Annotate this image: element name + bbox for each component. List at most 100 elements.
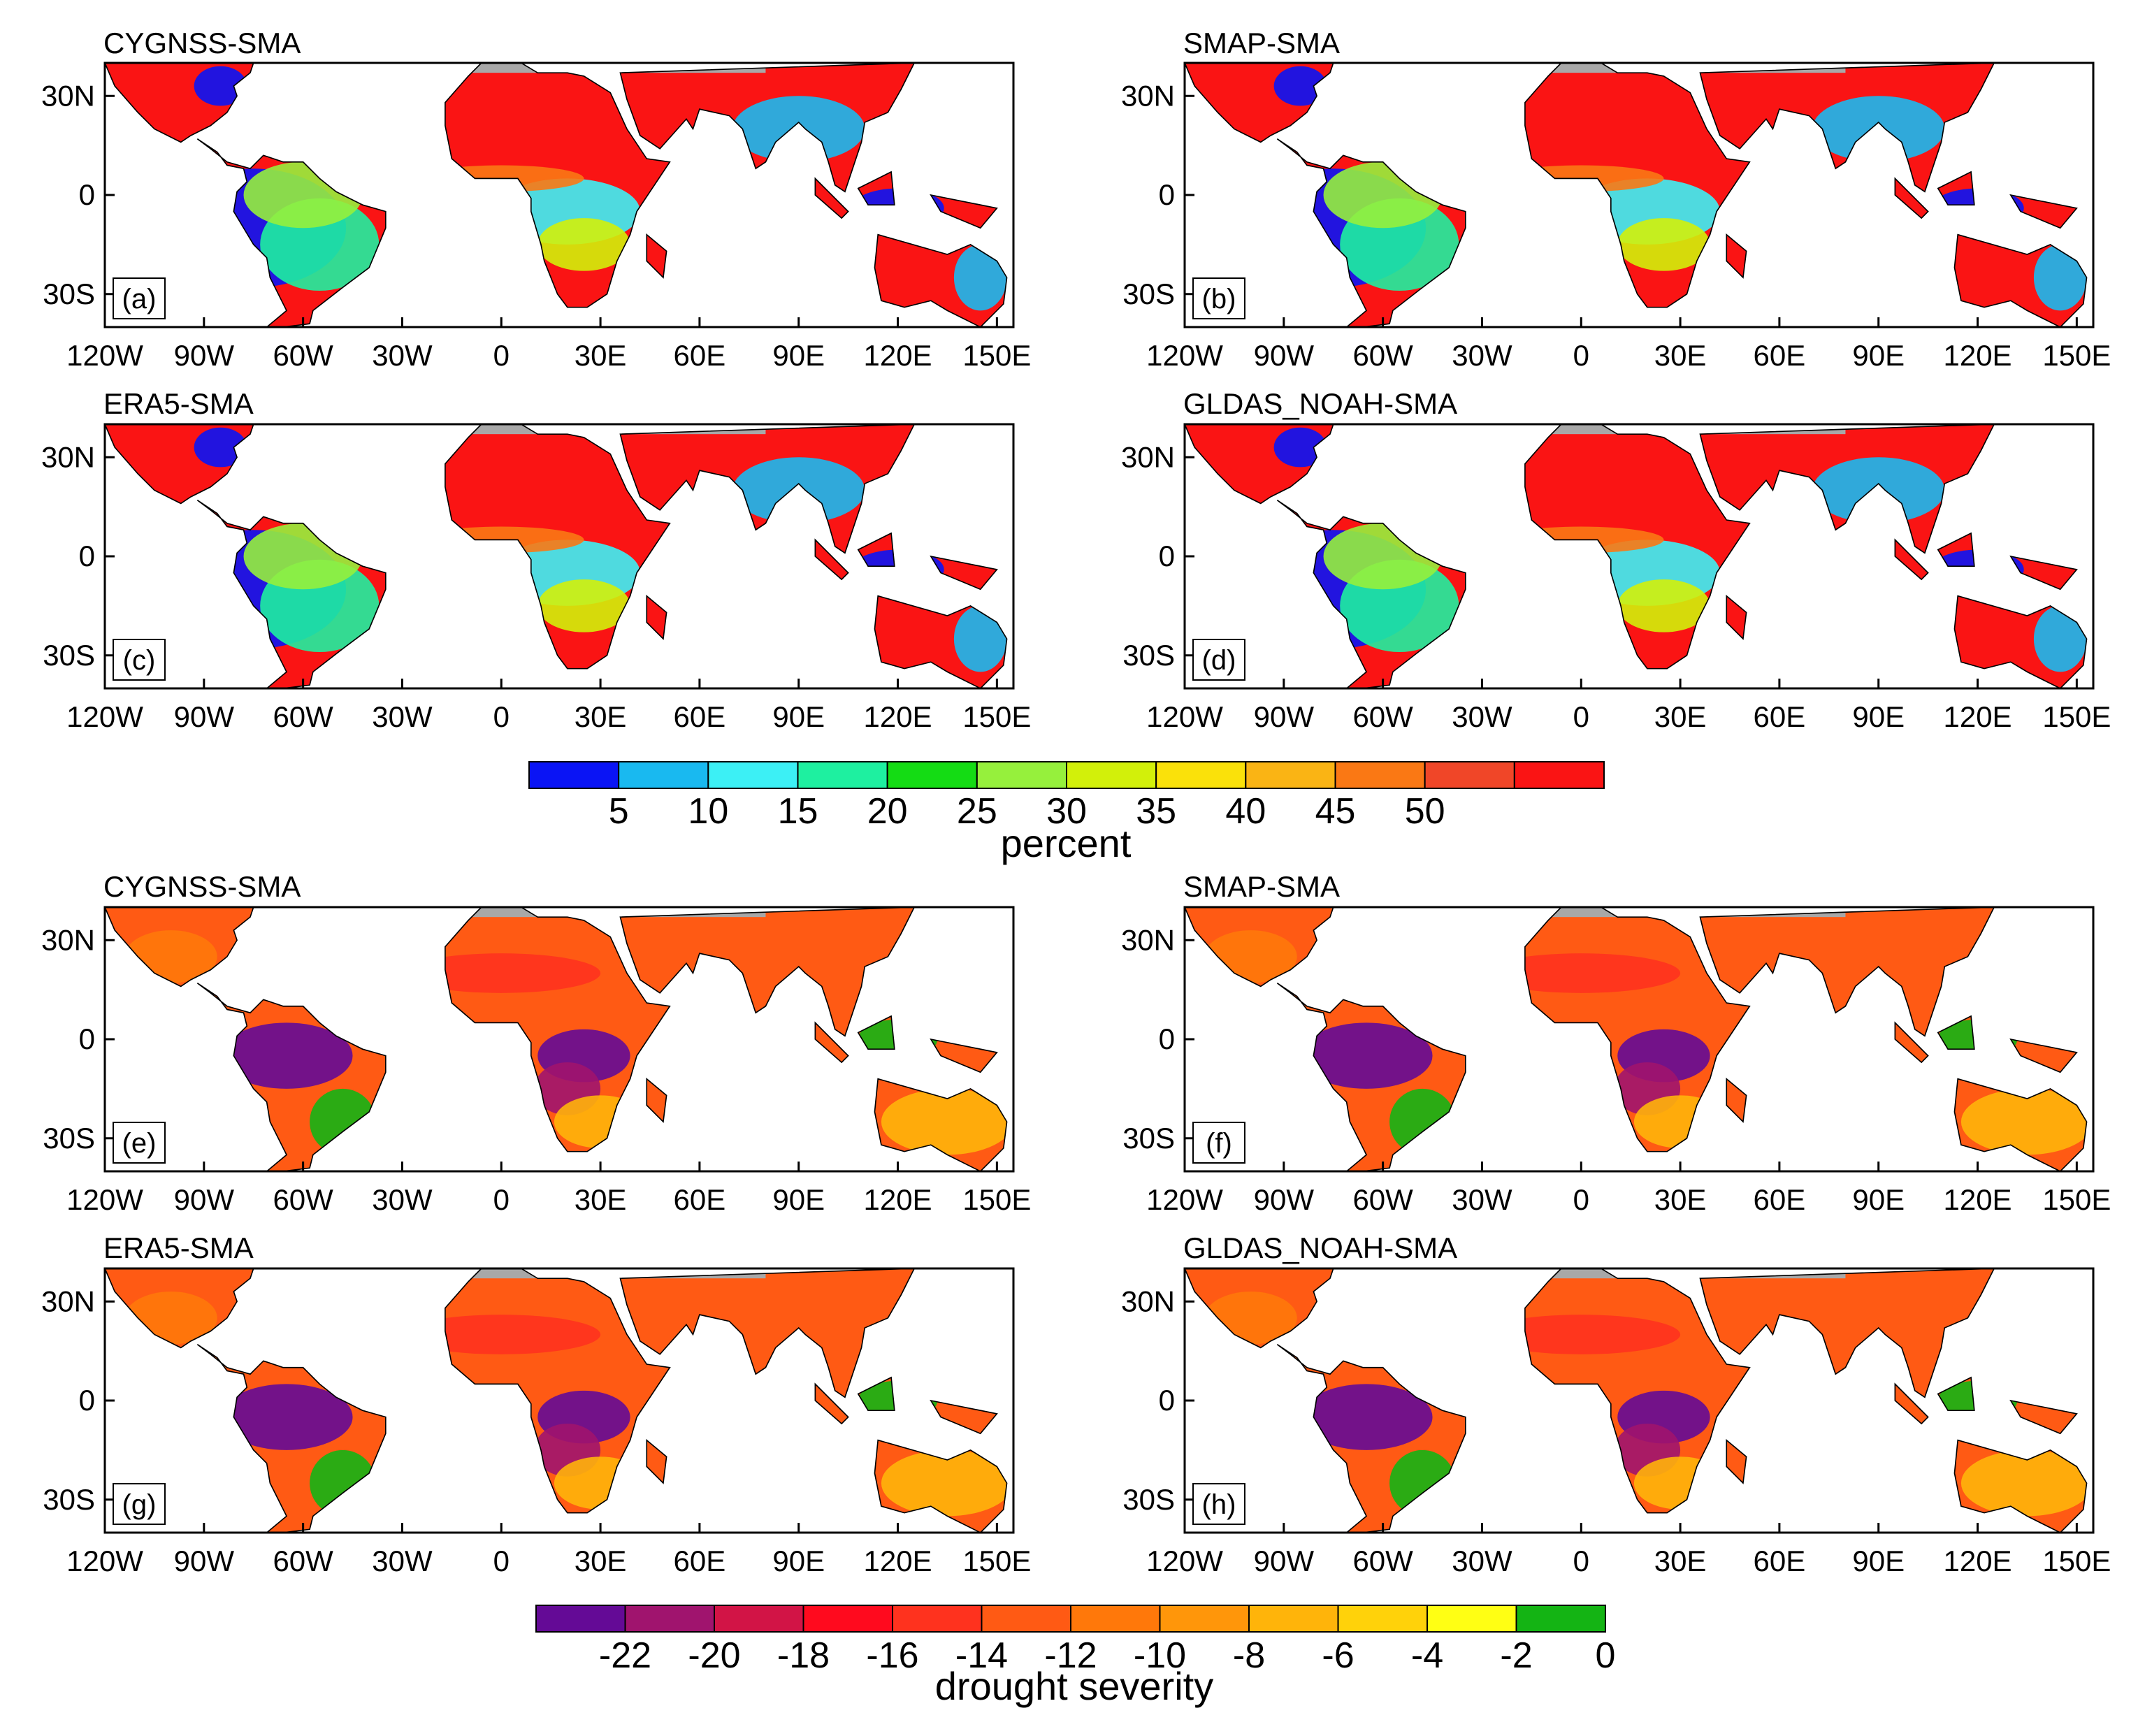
panel-title-c: ERA5-SMA: [103, 387, 254, 420]
colorbar-swatch: [1159, 1605, 1250, 1633]
lon-tick-label: 120W: [1146, 700, 1223, 733]
region-patch: [1960, 1088, 2087, 1155]
region-patch: [1617, 579, 1710, 632]
region-patch: [1273, 66, 1327, 106]
colorbar-tick-label: 50: [1405, 791, 1445, 832]
region-patch: [1273, 427, 1327, 468]
lat-tick-label: 30S: [1122, 1483, 1175, 1516]
lon-tick-label: 90W: [174, 1545, 235, 1577]
lat-tick-label: 30S: [43, 277, 95, 310]
lat-tick-label: 30S: [1122, 639, 1175, 672]
lon-tick-label: 90E: [1852, 1545, 1905, 1577]
lon-tick-label: 120W: [66, 1545, 143, 1577]
lon-tick-label: 90W: [1254, 1183, 1315, 1216]
lon-tick-label: 60E: [1754, 700, 1806, 733]
panel-label-d: (d): [1192, 639, 1245, 681]
lon-tick-label: 150E: [2042, 700, 2111, 733]
colorbar-tick-label: 40: [1225, 791, 1266, 832]
lon-tick-label: 60W: [273, 1545, 333, 1577]
region-patch: [194, 427, 247, 468]
lat-tick-label: 30S: [1122, 1122, 1175, 1155]
lon-tick-label: 120E: [1943, 1183, 2011, 1216]
lat-tick-label: 0: [1159, 1022, 1175, 1055]
panel-label-g: (g): [113, 1483, 166, 1525]
colorbar-tick-label: 45: [1315, 791, 1356, 832]
colorbar-swatch: [802, 1605, 893, 1633]
lat-tick-label: 30N: [41, 1285, 95, 1317]
lat-tick-label: 30N: [1121, 1285, 1175, 1317]
colorbar-swatch: [1515, 1605, 1606, 1633]
region-patch: [194, 66, 247, 106]
panel-label-box: [113, 277, 166, 319]
map-panels: 30N 0 30S 120W 90W 60W 30W 0 30E 60E 90E 120E 150E (a…: [41, 63, 2111, 1577]
colorbar-tick-label: 15: [778, 791, 818, 832]
lon-tick-label: 150E: [962, 339, 1031, 372]
lon-tick-label: 30W: [372, 339, 433, 372]
lat-tick-label: 30N: [1121, 923, 1175, 956]
lon-tick-label: 150E: [962, 1545, 1031, 1577]
colorbar-swatch: [976, 761, 1068, 789]
lon-tick-label: 90W: [1254, 700, 1315, 733]
lon-tick-label: 120E: [1943, 339, 2011, 372]
lon-tick-label: 60E: [1754, 1545, 1806, 1577]
lon-tick-label: 90E: [1852, 700, 1905, 733]
lon-tick-label: 90E: [772, 700, 825, 733]
colorbar-swatch: [624, 1605, 715, 1633]
panel-title-g: ERA5-SMA: [103, 1231, 254, 1264]
region-patch: [881, 1449, 1007, 1517]
lon-tick-label: 0: [1573, 1545, 1589, 1577]
region-patch: [1482, 953, 1681, 993]
lon-tick-label: 60E: [1754, 339, 1806, 372]
lon-tick-label: 60W: [1352, 1545, 1413, 1577]
lon-tick-label: 30W: [1452, 1183, 1512, 1216]
region-patch: [537, 218, 630, 271]
lon-tick-label: 60W: [273, 1183, 333, 1216]
panel-label-box: [1192, 277, 1245, 319]
lon-tick-label: 60W: [1352, 339, 1413, 372]
region-patch: [1300, 1022, 1433, 1089]
colorbar-swatch: [535, 1605, 626, 1633]
colorbar-swatch: [1245, 761, 1336, 789]
colorbar-tick-label: -16: [866, 1635, 918, 1676]
lon-tick-label: 90W: [174, 700, 235, 733]
panel-label-box: [1192, 1483, 1245, 1525]
panel-label-text: (h): [1202, 1489, 1236, 1520]
panel-title-f: SMAP-SMA: [1183, 870, 1340, 903]
lat-tick-label: 0: [79, 540, 95, 572]
panel-label-h: (h): [1192, 1483, 1245, 1525]
colorbar-tick-label: -2: [1500, 1635, 1532, 1676]
lon-tick-label: 60E: [1754, 1183, 1806, 1216]
lon-tick-label: 120E: [863, 700, 932, 733]
map-panel-b: 30N 0 30S 120W 90W 60W 30W 0 30E 60E 90E 120E 150E (b…: [1121, 63, 2111, 372]
lon-tick-label: 120W: [66, 700, 143, 733]
lon-tick-label: 120W: [1146, 339, 1223, 372]
panel-title-e: CYGNSS-SMA: [103, 870, 301, 903]
map-panel-h: 30N 0 30S 120W 90W 60W 30W 0 30E 60E 90E 120E 150E (h…: [1121, 1268, 2111, 1577]
lat-tick-label: 0: [1159, 1384, 1175, 1417]
region-patch: [402, 953, 601, 993]
lat-tick-label: 30S: [43, 1122, 95, 1155]
lon-tick-label: 0: [1573, 700, 1589, 733]
lon-tick-label: 60W: [273, 700, 333, 733]
panel-label-box: [113, 639, 166, 681]
lon-tick-label: 30W: [372, 700, 433, 733]
panel-label-a: (a): [113, 277, 166, 319]
lon-tick-label: 150E: [2042, 1545, 2111, 1577]
region-patch: [1300, 1384, 1433, 1450]
lon-tick-label: 30E: [1654, 339, 1707, 372]
lat-tick-label: 30N: [1121, 440, 1175, 473]
lon-tick-label: 150E: [962, 700, 1031, 733]
panel-title-d: GLDAS_NOAH-SMA: [1183, 387, 1457, 420]
colorbar-swatch: [981, 1605, 1071, 1633]
map-panel-f: 30N 0 30S 120W 90W 60W 30W 0 30E 60E 90E 120E 150E (f…: [1121, 907, 2111, 1216]
region-patch: [1482, 1315, 1681, 1354]
panel-label-box: [1192, 639, 1245, 681]
lon-tick-label: 90E: [772, 339, 825, 372]
region-patch: [2033, 605, 2087, 672]
lon-tick-label: 90W: [1254, 339, 1315, 372]
lon-tick-label: 150E: [2042, 339, 2111, 372]
region-patch: [881, 1088, 1007, 1155]
colorbar-tick-label: -8: [1233, 1635, 1265, 1676]
lon-tick-label: 0: [493, 1545, 510, 1577]
lon-tick-label: 120W: [66, 1183, 143, 1216]
